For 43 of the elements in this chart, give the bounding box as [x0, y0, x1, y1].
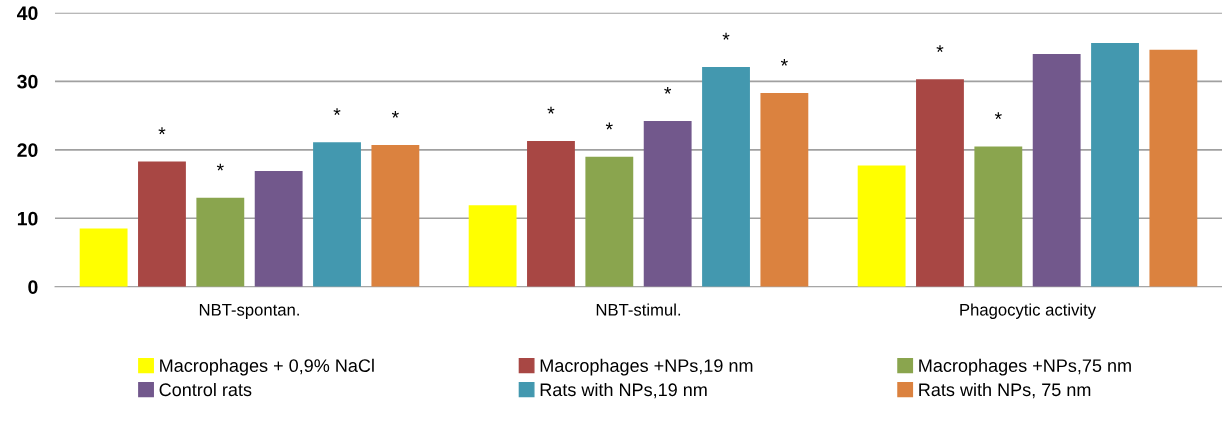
bar — [196, 197, 245, 287]
bar — [468, 205, 517, 287]
bar — [1032, 53, 1081, 287]
data-label: * — [216, 163, 224, 171]
bar — [974, 146, 1023, 287]
bar — [371, 145, 420, 287]
bar — [857, 165, 906, 287]
legend-label: Macrophages + 0,9% NaCl — [160, 358, 374, 376]
x-tick-label: NBT-stimul. — [596, 303, 681, 316]
bar — [254, 171, 303, 287]
y-tick-label: 40 — [16, 6, 38, 21]
legend-label: Rats with NPs, 75 nm — [919, 382, 1091, 399]
bar — [79, 228, 128, 287]
y-tick-label: 30 — [17, 74, 38, 89]
bar — [313, 142, 361, 287]
x-tick-label: NBT-spontan. — [199, 304, 299, 319]
data-label: * — [780, 58, 788, 66]
data-label: * — [936, 45, 944, 53]
bar — [527, 140, 575, 287]
bar — [585, 156, 634, 287]
bar — [1149, 49, 1198, 287]
bar — [760, 92, 809, 287]
data-label: * — [391, 110, 399, 118]
data-label: * — [547, 106, 555, 114]
legend-label: Macrophages +NPs,75 nm — [919, 358, 1131, 376]
x-tick-label: Phagocytic activity — [960, 303, 1097, 319]
data-label: * — [605, 122, 613, 130]
bar — [138, 161, 186, 287]
data-label: * — [664, 86, 672, 94]
data-label: * — [722, 32, 730, 40]
legend-label: Control rats — [159, 382, 252, 397]
y-tick-label: 20 — [17, 143, 38, 158]
bar — [643, 121, 692, 287]
data-label: * — [333, 108, 341, 116]
y-tick-label: 10 — [17, 211, 38, 226]
bar — [702, 66, 750, 287]
legend-label: Macrophages +NPs,19 nm — [540, 358, 753, 376]
bar — [916, 79, 964, 287]
y-tick-label: 0 — [28, 280, 38, 294]
bar — [1091, 42, 1139, 287]
data-label: * — [994, 112, 1002, 120]
data-label: * — [158, 127, 166, 135]
legend-label: Rats with NPs,19 nm — [540, 382, 707, 399]
